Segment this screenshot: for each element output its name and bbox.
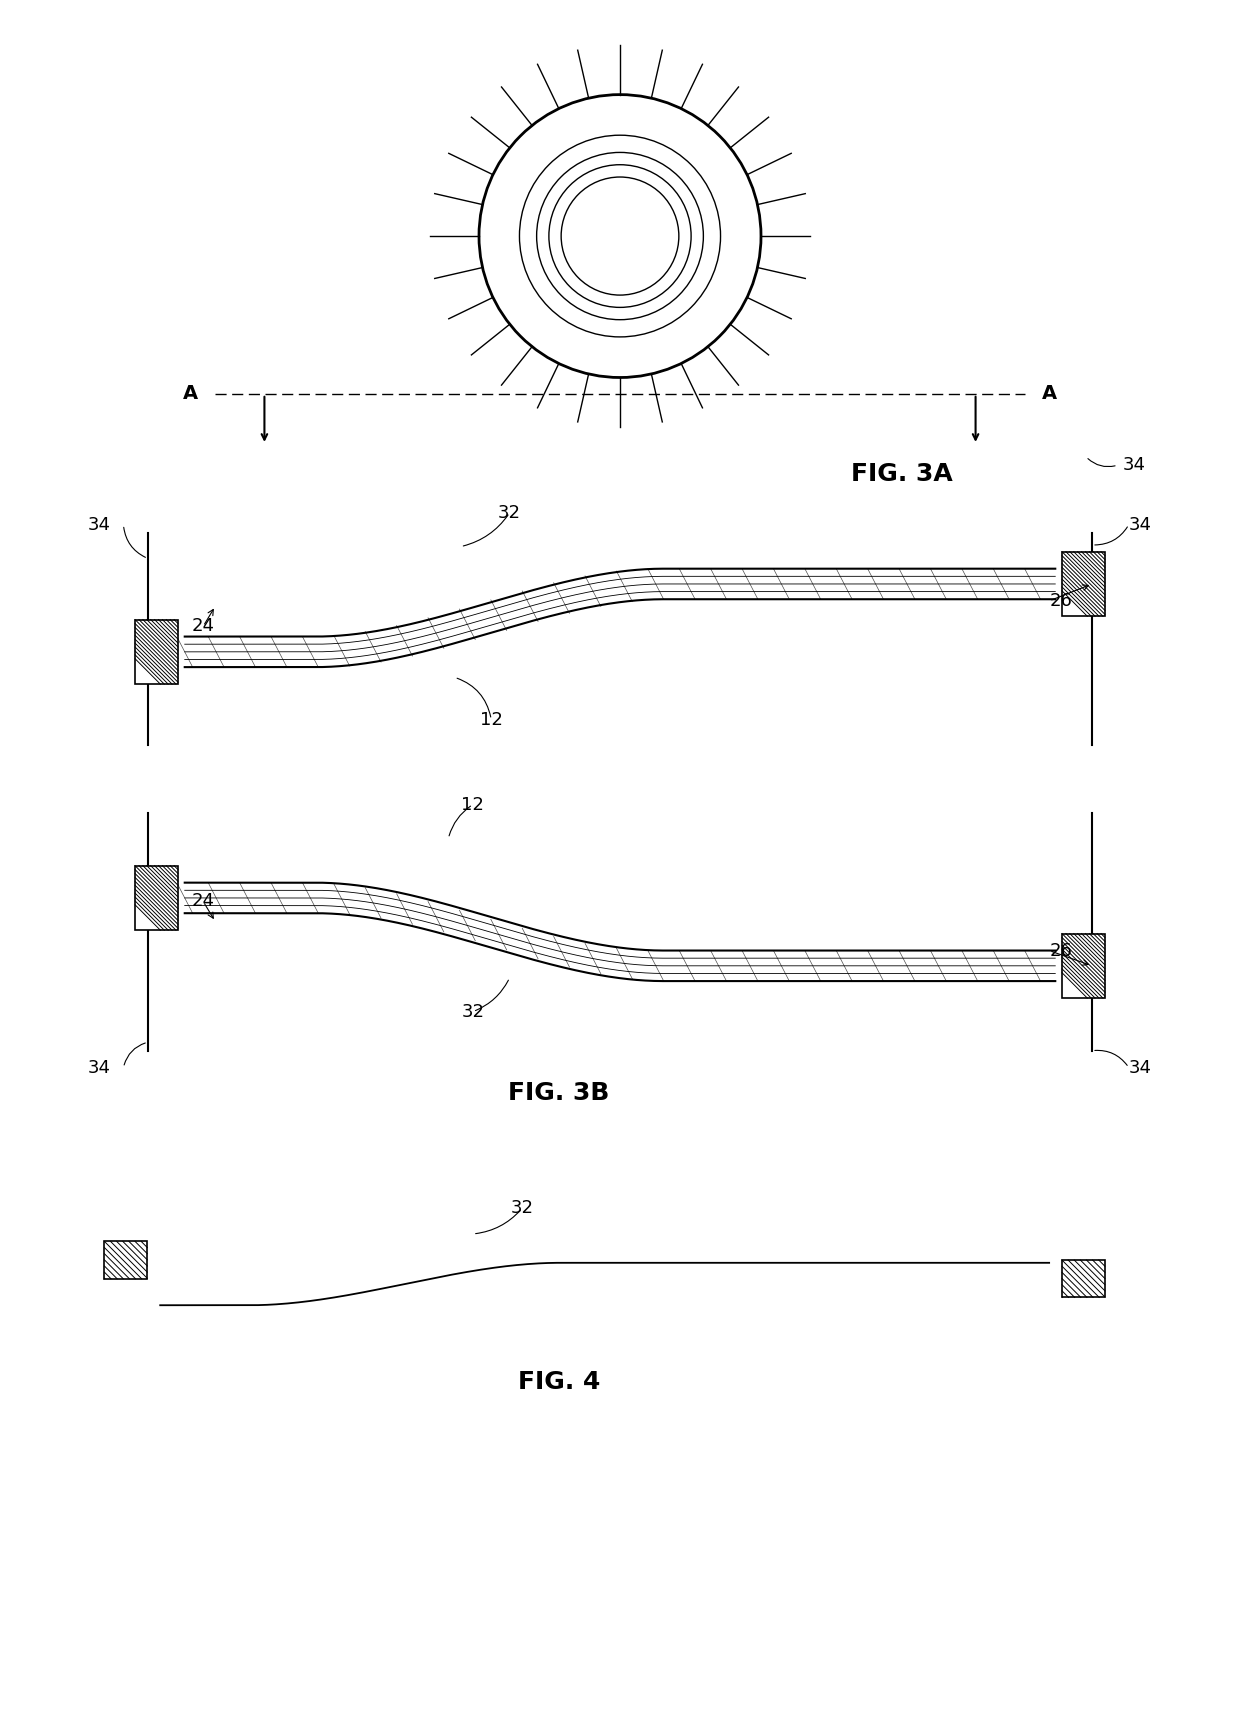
Text: 34: 34 (1128, 1059, 1152, 1076)
Text: A: A (184, 385, 198, 404)
Text: 24: 24 (192, 618, 215, 635)
Bar (104, 1242, 148, 1278)
Text: A: A (1042, 385, 1056, 404)
Bar (135, 866, 179, 931)
Bar (135, 619, 179, 684)
Text: 32: 32 (461, 1003, 485, 1021)
Text: 26: 26 (1049, 592, 1073, 609)
Text: 32: 32 (511, 1199, 533, 1218)
Bar (1061, 1259, 1105, 1297)
Text: 12: 12 (480, 710, 502, 729)
Text: FIG. 3B: FIG. 3B (508, 1081, 609, 1105)
Text: 34: 34 (87, 515, 110, 534)
Text: 34: 34 (1122, 457, 1146, 474)
Bar (1061, 934, 1105, 998)
Text: FIG. 3A: FIG. 3A (851, 462, 952, 486)
Text: FIG. 4: FIG. 4 (517, 1369, 600, 1393)
Text: 32: 32 (498, 503, 521, 522)
Text: 12: 12 (461, 796, 485, 814)
Text: 24: 24 (192, 893, 215, 910)
Text: 34: 34 (1128, 515, 1152, 534)
Circle shape (562, 176, 678, 294)
Text: 26: 26 (1049, 941, 1073, 960)
Text: 34: 34 (87, 1059, 110, 1076)
Bar (1061, 551, 1105, 616)
